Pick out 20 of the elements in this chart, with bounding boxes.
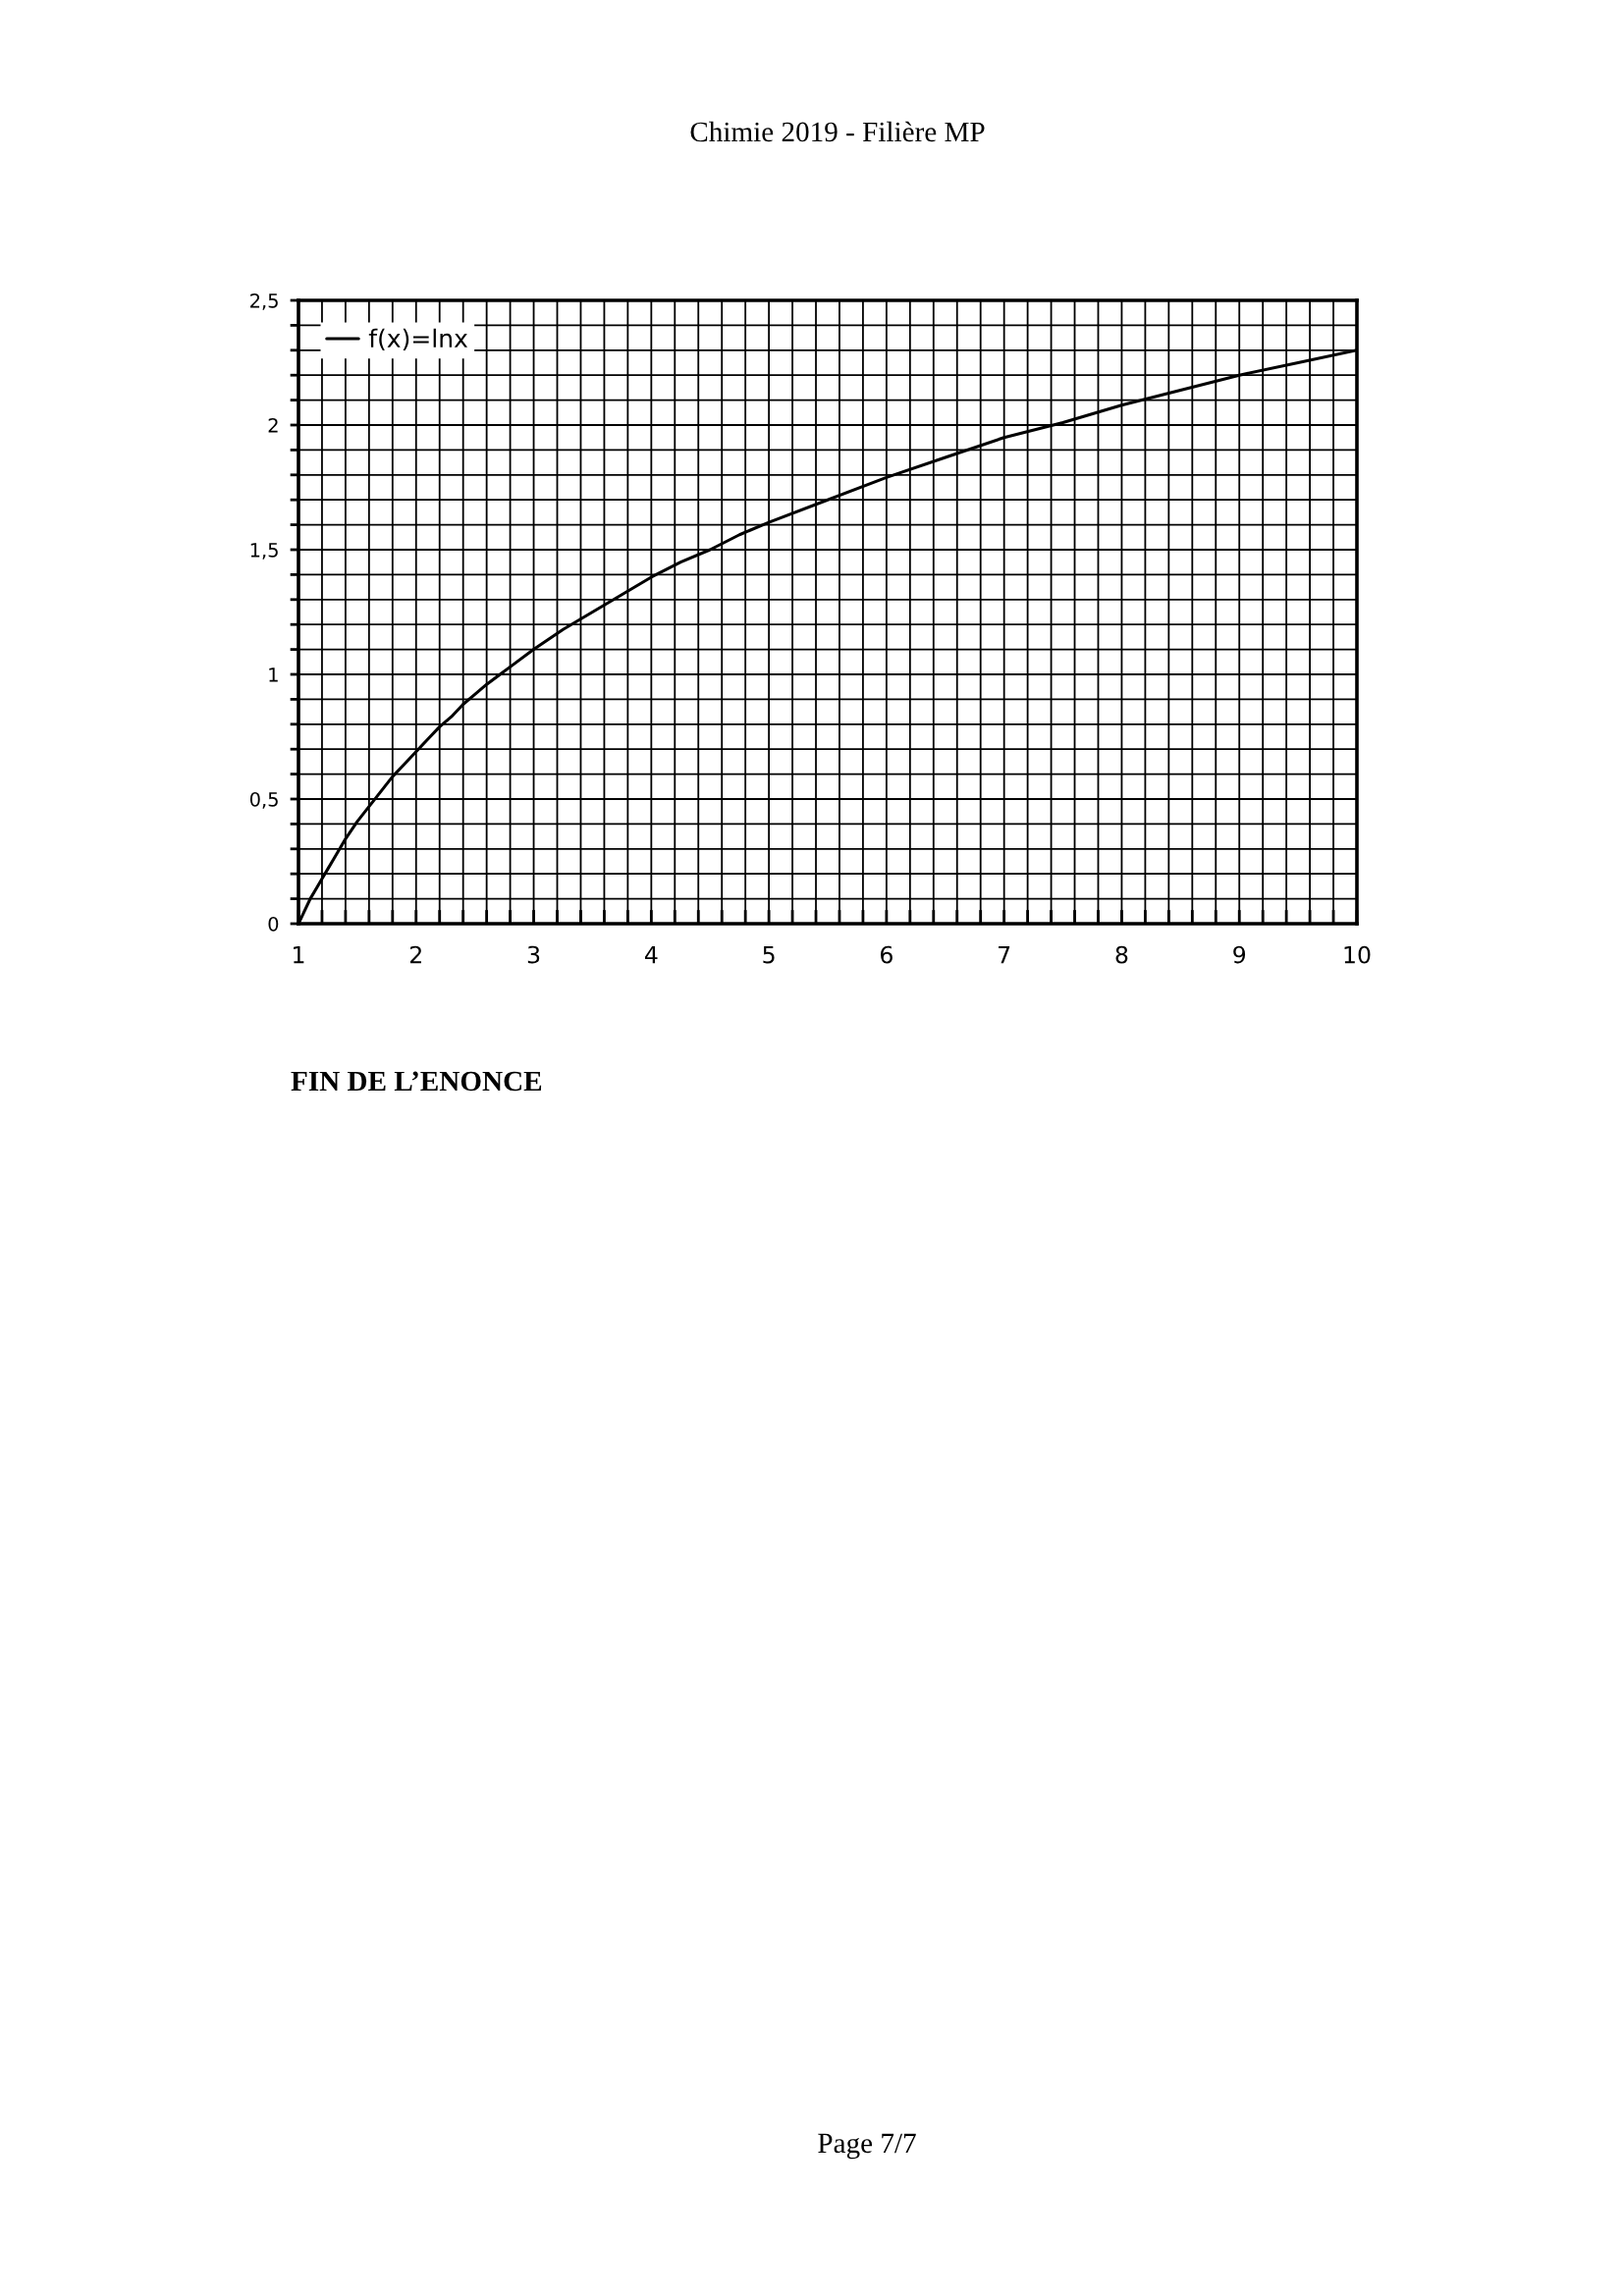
x-tick-label: 3 bbox=[527, 945, 540, 964]
x-tick-label: 1 bbox=[294, 945, 304, 964]
text: Page 7/7 bbox=[818, 2133, 916, 2160]
x-tick-label: 4 bbox=[644, 945, 658, 964]
text: Chimie 2019 - Filière MP bbox=[690, 121, 985, 142]
x-tick-label: 6 bbox=[881, 945, 893, 964]
y-tick-label: 2,5 bbox=[250, 293, 278, 310]
y-tick-label: 0,5 bbox=[249, 791, 278, 809]
legend-label: f(x)=lnx bbox=[368, 328, 468, 351]
x-tick-label: 9 bbox=[1233, 945, 1246, 964]
y-tick-label: 2 bbox=[268, 417, 278, 433]
x-tick-label: 5 bbox=[763, 945, 775, 964]
y-tick-label: 1,5 bbox=[250, 543, 278, 560]
y-tick-label: 0 bbox=[268, 916, 279, 932]
x-tick-label: 2 bbox=[410, 945, 421, 964]
x-tick-label: 8 bbox=[1115, 945, 1128, 964]
y-tick-label: 1 bbox=[269, 667, 278, 682]
x-tick-label: 7 bbox=[999, 945, 1010, 964]
x-tick-label: 10 bbox=[1344, 945, 1371, 964]
text: FIN DE L’ENONCE bbox=[291, 1071, 542, 1092]
